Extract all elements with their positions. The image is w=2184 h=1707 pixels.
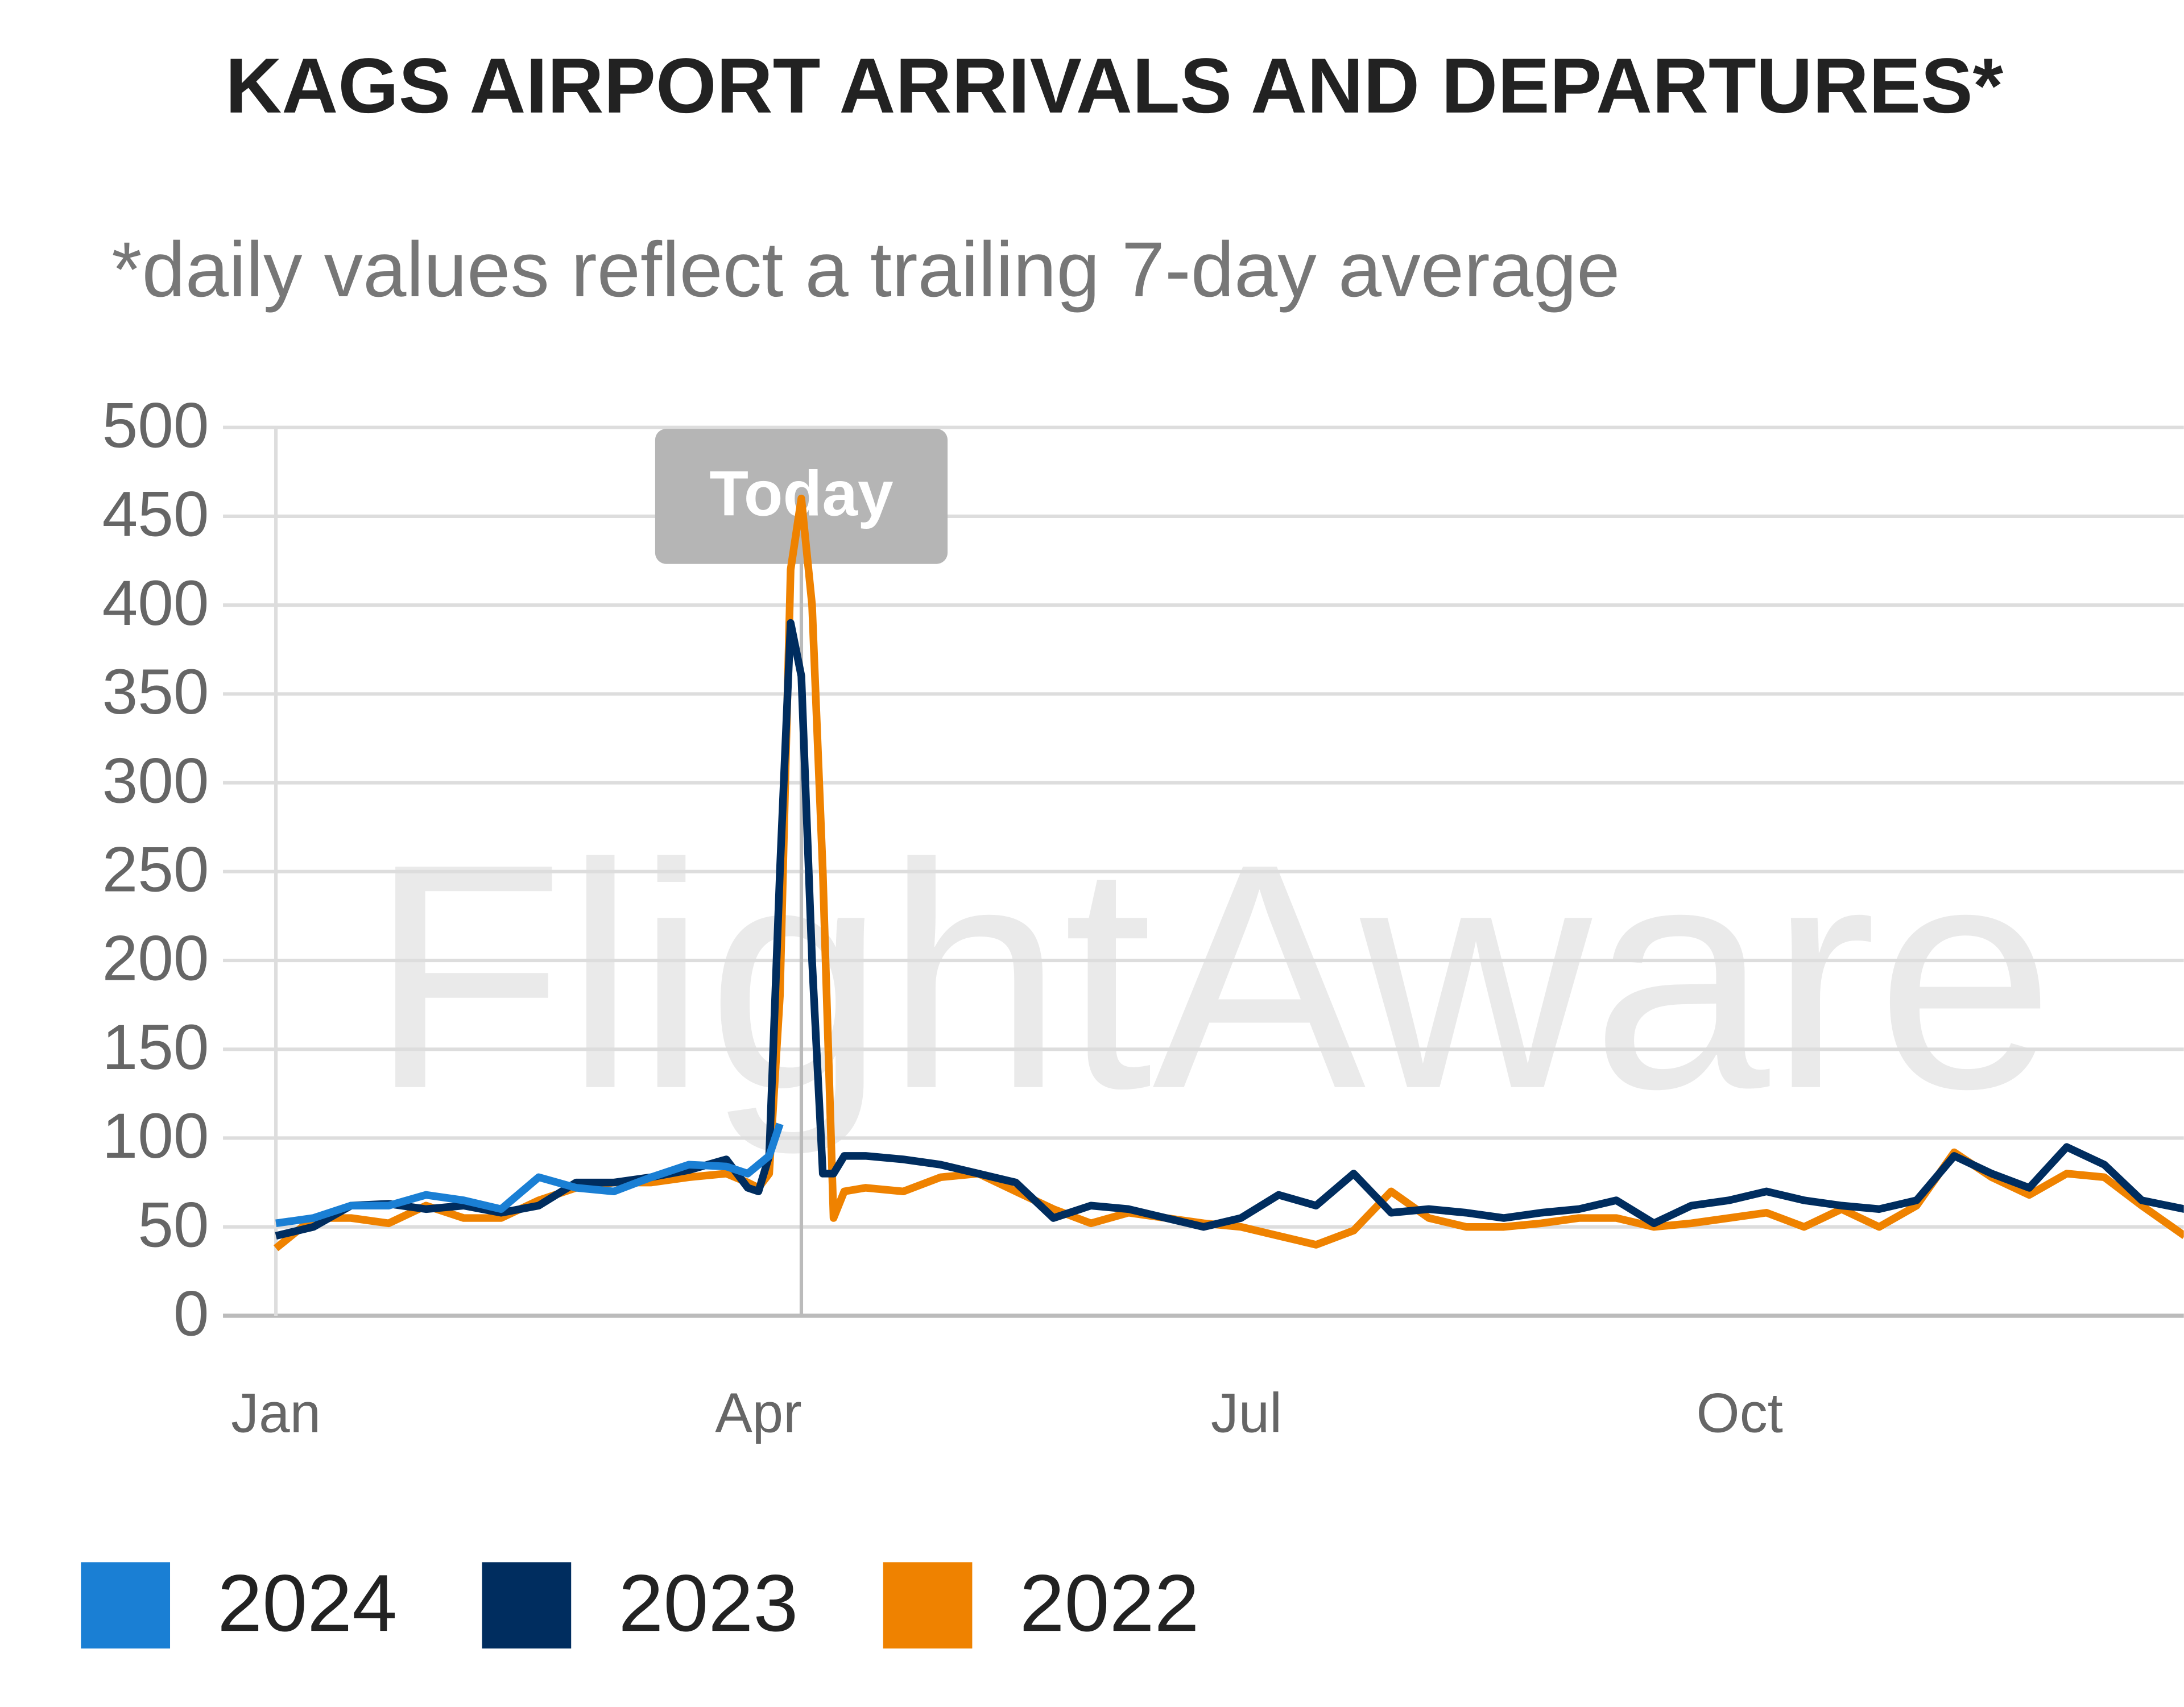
legend-swatch: [883, 1562, 973, 1649]
y-tick-label: 100: [102, 1100, 209, 1171]
y-tick-label: 50: [138, 1188, 209, 1260]
x-tick-label: Jan: [231, 1382, 321, 1444]
series-line: [275, 1122, 784, 1228]
y-tick-label: 250: [102, 833, 209, 905]
y-tick-label: 150: [102, 1011, 209, 1083]
x-tick-label: Jul: [1211, 1382, 1282, 1444]
chart-title: KAGS AIRPORT ARRIVALS AND DEPARTURES*: [225, 43, 2003, 130]
y-tick-label: 350: [102, 656, 209, 727]
legend-label: 2023: [618, 1558, 798, 1648]
y-tick-label: 0: [173, 1278, 209, 1349]
x-tick-label: Oct: [1697, 1382, 1783, 1444]
legend-label: 2024: [217, 1558, 397, 1648]
x-tick-label: Apr: [715, 1382, 801, 1444]
legend-swatch: [482, 1562, 572, 1649]
legend-label: 2022: [1020, 1558, 1199, 1648]
chart-subtitle: *daily values reflect a trailing 7-day a…: [111, 226, 1620, 313]
y-tick-label: 500: [102, 389, 209, 461]
y-tick-label: 400: [102, 567, 209, 639]
y-tick-label: 200: [102, 922, 209, 994]
legend-swatch: [81, 1562, 171, 1649]
watermark: FlightAware: [369, 798, 2054, 1157]
y-tick-label: 300: [102, 744, 209, 816]
y-tick-label: 450: [102, 478, 209, 550]
